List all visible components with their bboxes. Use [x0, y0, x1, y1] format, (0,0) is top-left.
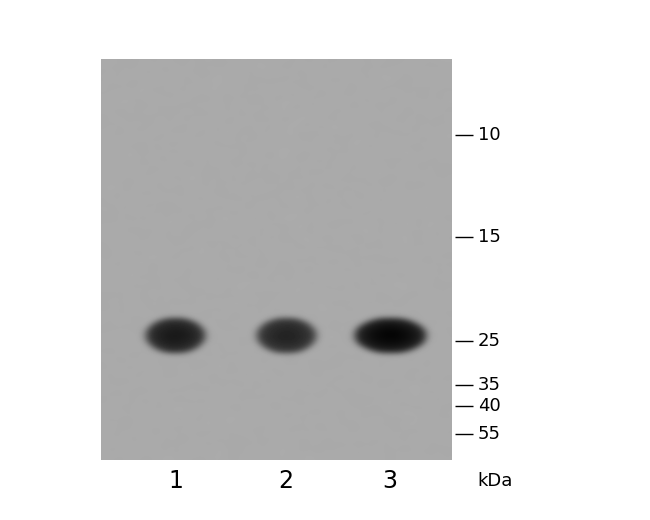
- Text: 40: 40: [478, 397, 500, 414]
- Text: 2: 2: [278, 469, 294, 493]
- Text: 3: 3: [382, 469, 398, 493]
- Text: 25: 25: [478, 332, 500, 349]
- Text: 55: 55: [478, 425, 500, 443]
- Text: 15: 15: [478, 228, 500, 245]
- Text: 35: 35: [478, 376, 500, 394]
- Text: kDa: kDa: [478, 472, 513, 490]
- Text: 10: 10: [478, 126, 500, 144]
- Text: 1: 1: [168, 469, 183, 493]
